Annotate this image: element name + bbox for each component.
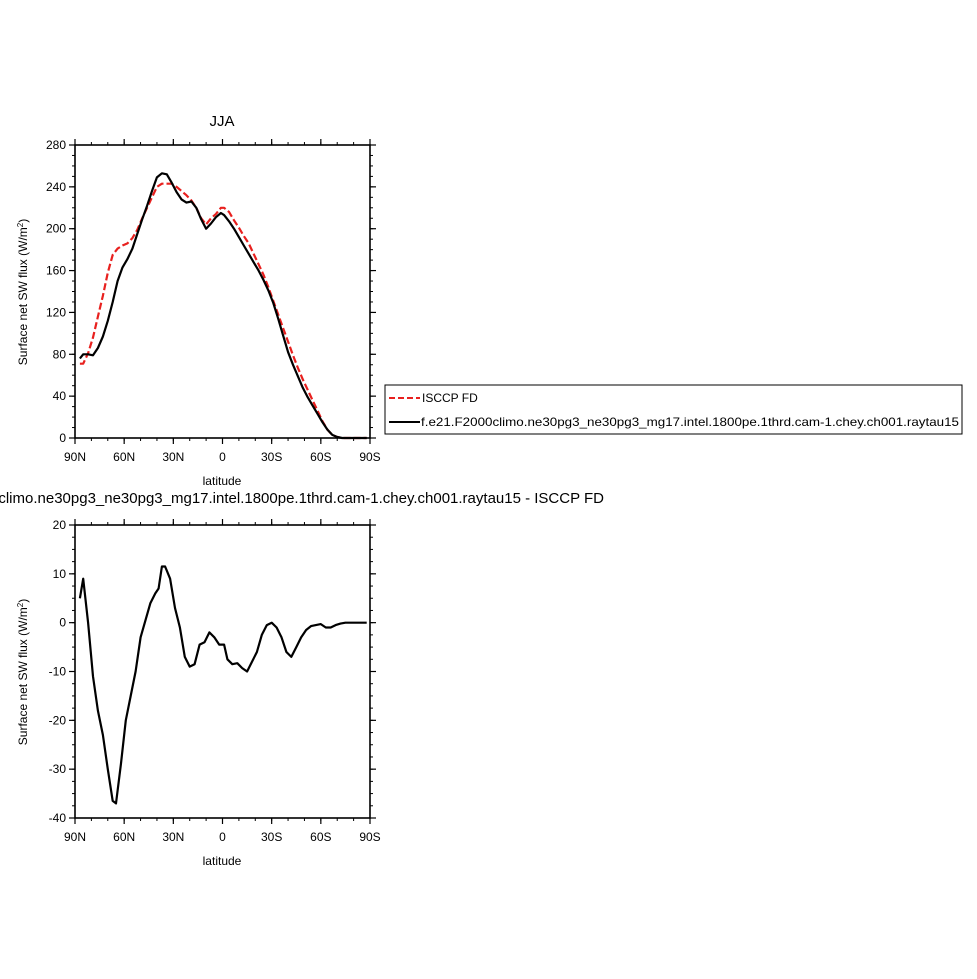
x-tick-label: 60S <box>310 450 331 464</box>
series-line-0-0 <box>79 182 367 440</box>
y-axis-label-top-end: ) <box>16 219 30 223</box>
y-tick-label: 0 <box>59 431 66 445</box>
y-tick-label: -30 <box>49 762 67 776</box>
plot-frame-bottom <box>74 524 371 819</box>
x-tick-label: 90N <box>64 450 86 464</box>
x-tick-label: 30N <box>162 830 184 844</box>
y-tick-label: 0 <box>59 616 66 630</box>
y-tick-label: -10 <box>49 665 67 679</box>
y-tick-label: 120 <box>46 305 66 319</box>
series-lines-bottom <box>78 565 367 805</box>
x-axis-label-bottom: latitude <box>203 854 242 868</box>
series-line-0-1 <box>79 172 367 440</box>
y-tick-label: -20 <box>49 713 67 727</box>
y-tick-label: 160 <box>46 264 66 278</box>
y-tick-label: 80 <box>53 347 67 361</box>
x-axis-label-top: latitude <box>203 474 242 488</box>
chart-title-bottom: f.e21.F2000climo.ne30pg3_ne30pg3_mg17.in… <box>0 490 604 507</box>
panel-bottom-chart: f.e21.F2000climo.ne30pg3_ne30pg3_mg17.in… <box>0 490 604 868</box>
x-tick-label: 60N <box>113 830 135 844</box>
y-tick-label: 280 <box>46 138 66 152</box>
plot-frame-top <box>74 144 371 439</box>
series-line-1-0 <box>78 565 367 805</box>
x-tick-label: 30S <box>261 830 282 844</box>
legend-label-model: f.e21.F2000climo.ne30pg3_ne30pg3_mg17.in… <box>421 415 959 429</box>
panel-top-chart: JJA latitude Surface net SW flux (W/m2) … <box>16 113 381 488</box>
y-tick-label: 40 <box>53 389 67 403</box>
legend-label-isccp: ISCCP FD <box>422 391 478 405</box>
x-tick-label: 0 <box>219 450 226 464</box>
y-tick-label: 200 <box>46 222 66 236</box>
y-axis-label-bottom-main: Surface net SW flux (W/m <box>16 607 30 745</box>
x-tick-label: 90S <box>359 830 380 844</box>
y-tick-label: 20 <box>53 518 67 532</box>
y-tick-label: 10 <box>53 567 67 581</box>
y-axis-label-top-main: Surface net SW flux (W/m <box>16 227 30 365</box>
legend: ISCCP FD f.e21.F2000climo.ne30pg3_ne30pg… <box>384 384 963 435</box>
x-tick-label: 30N <box>162 450 184 464</box>
y-axis-label-bottom: Surface net SW flux (W/m2) <box>16 599 31 745</box>
x-tick-label: 90S <box>359 450 380 464</box>
y-axis-label-bottom-sup: 2 <box>16 602 25 607</box>
y-axis-label-top: Surface net SW flux (W/m2) <box>16 219 31 365</box>
y-axis-label-bottom-end: ) <box>16 599 30 603</box>
series-lines-top <box>79 172 367 440</box>
x-tick-label: 30S <box>261 450 282 464</box>
y-tick-label: 240 <box>46 180 66 194</box>
y-tick-label: -40 <box>49 811 67 825</box>
x-tick-label: 90N <box>64 830 86 844</box>
axis-ticks-bottom: -40 -30 -20 -10 0 10 20 90N 60N 30N 0 30S 60S 90S <box>49 518 381 844</box>
axis-ticks-top: 0 40 80 120 160 200 240 280 90N 60N 30N 0 30S 60S 90S <box>46 138 381 464</box>
x-tick-label: 60S <box>310 830 331 844</box>
x-tick-label: 60N <box>113 450 135 464</box>
x-tick-label: 0 <box>219 830 226 844</box>
chart-title-top: JJA <box>209 113 234 130</box>
legend-box <box>384 384 963 435</box>
y-axis-label-top-sup: 2 <box>16 222 25 227</box>
